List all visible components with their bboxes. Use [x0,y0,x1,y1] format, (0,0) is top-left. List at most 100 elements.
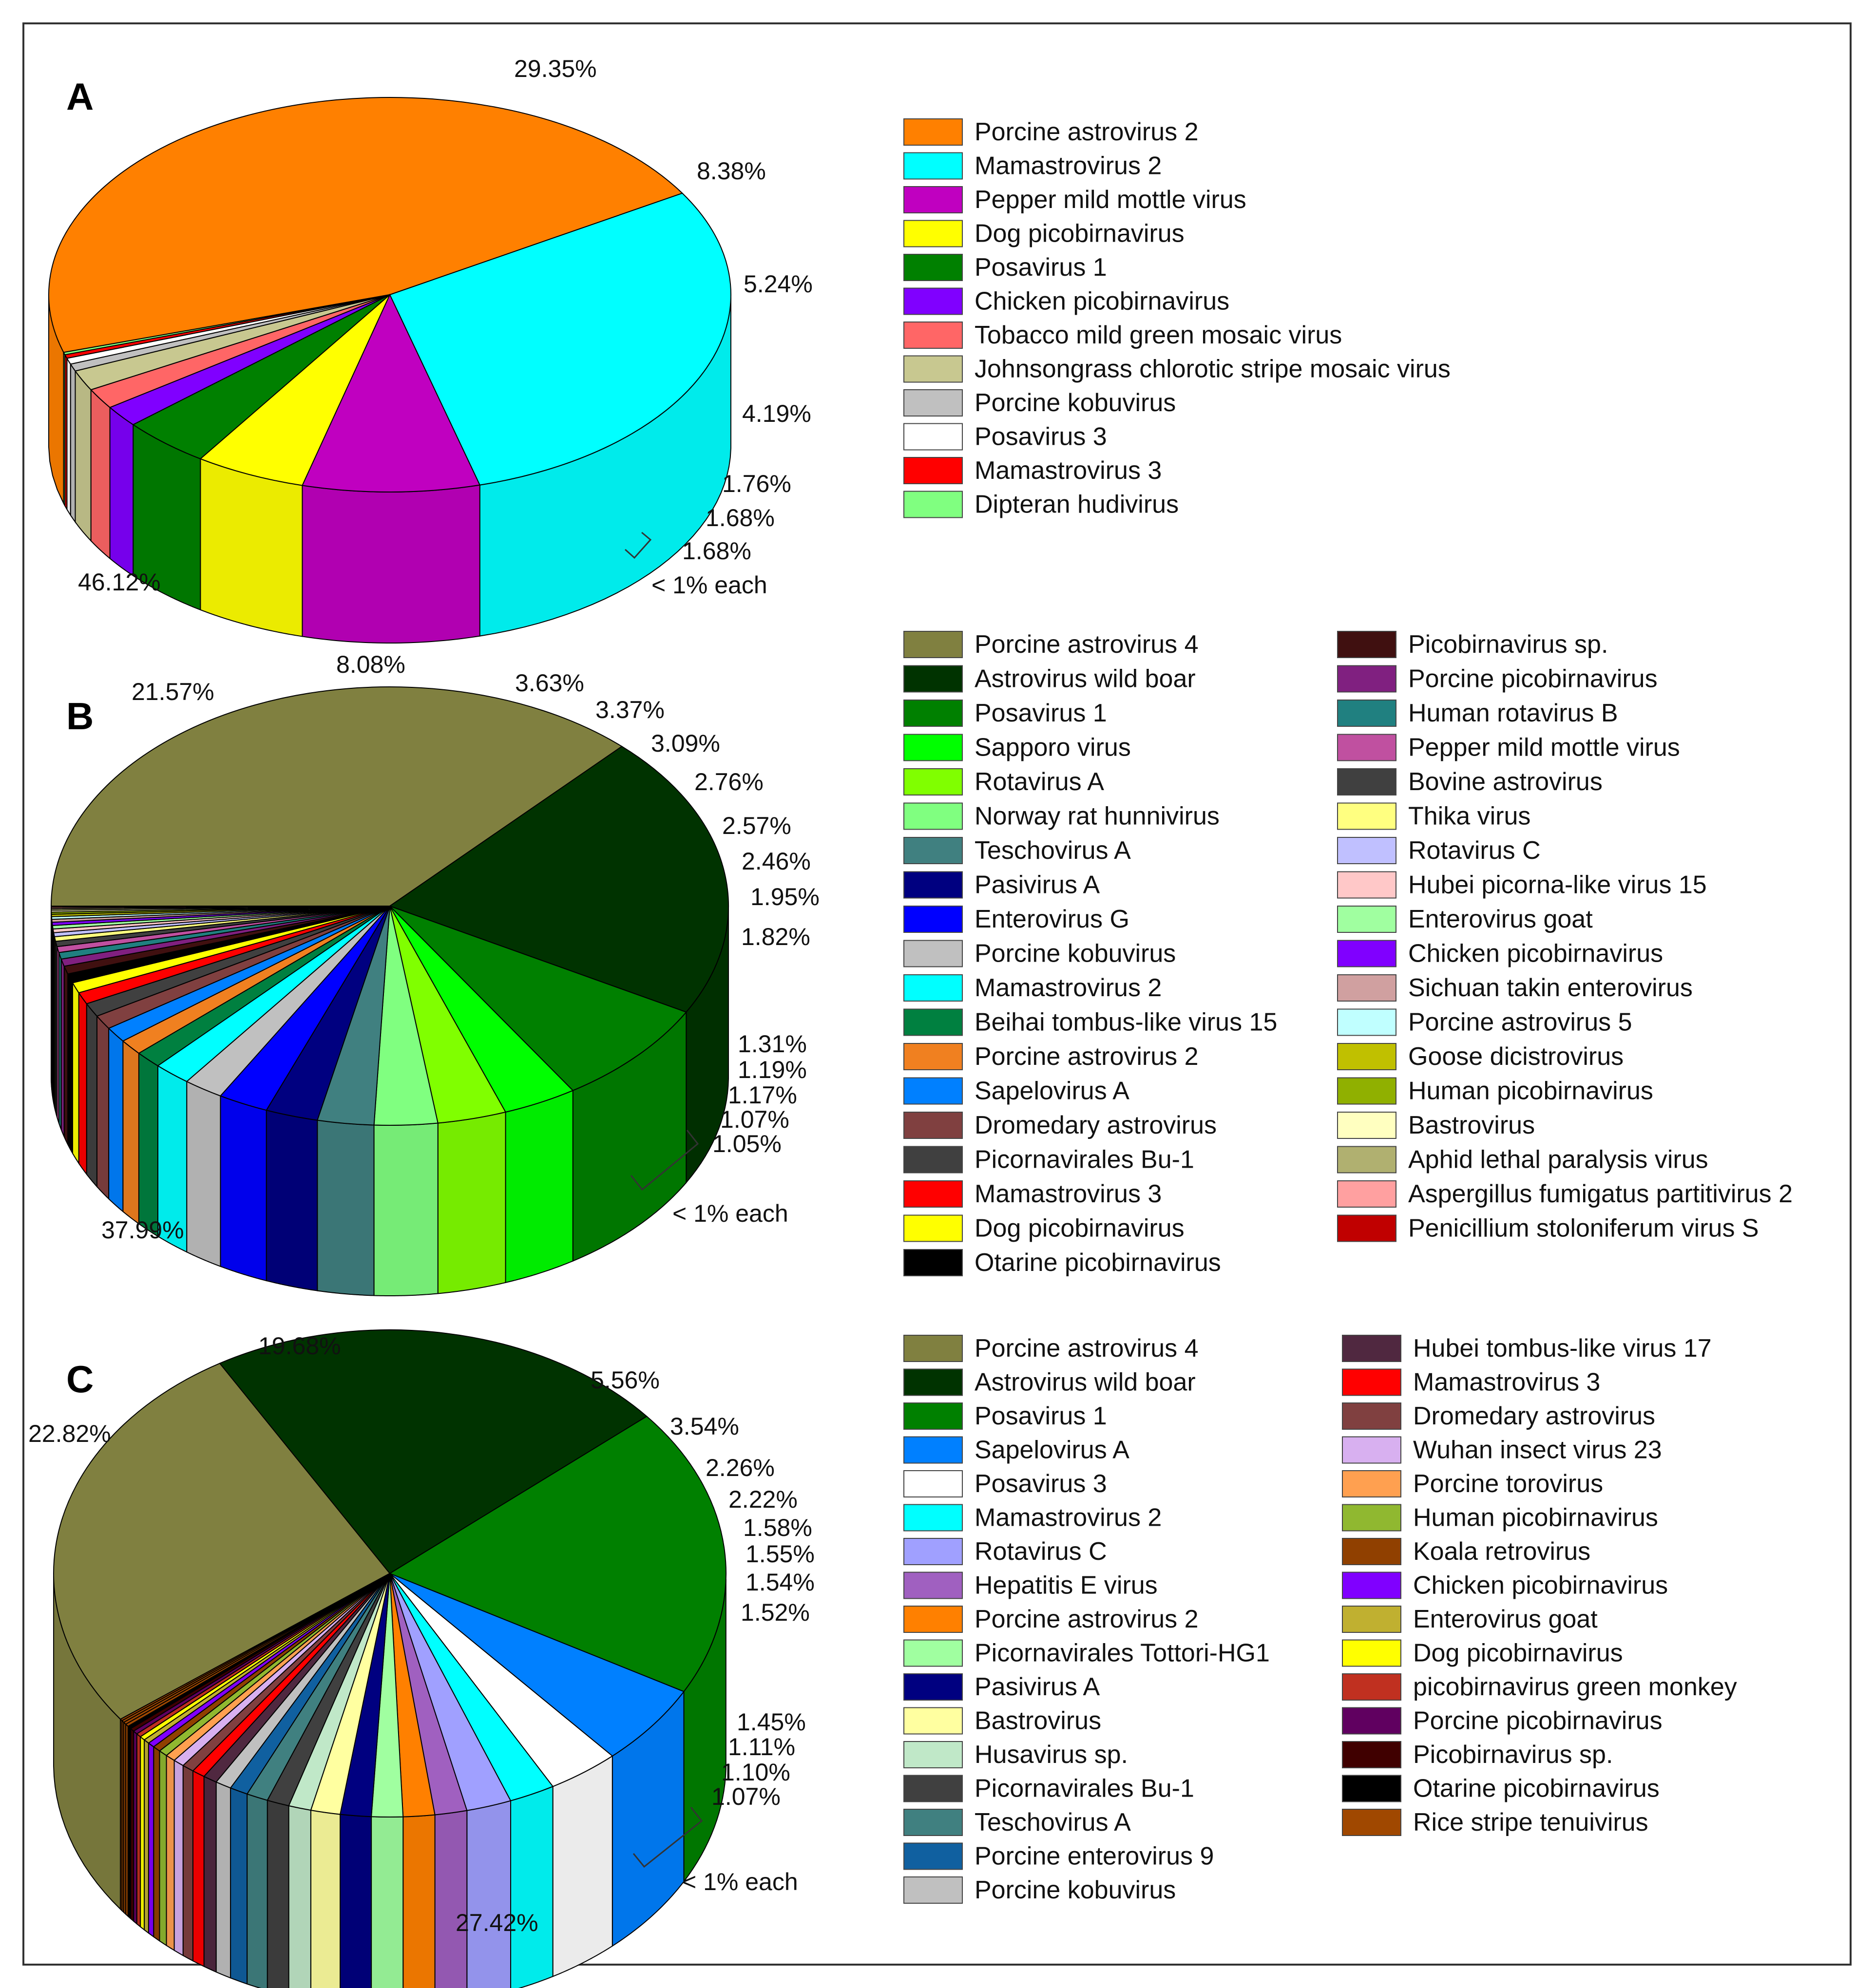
legend-b: Porcine astrovirus 4 Astrovirus wild boar… [903,630,1793,1277]
pie-side-c-7 [434,1810,468,1988]
pie-side-c-27 [136,1733,141,1928]
legend-swatch-b-3 [903,734,963,761]
legend-label-b-5: Norway rat hunnivirus [975,802,1220,831]
pie-side-c-6 [466,1800,512,1988]
pie-slice-b-2 [389,906,687,1091]
legend-label-c-1: Astrovirus wild boar [975,1368,1196,1397]
legend-swatch-c-26 [1342,1639,1401,1667]
pct-label-b-15: 1.05% [712,1130,782,1157]
pie-slice-a-11 [63,294,390,356]
pie-side-c-10 [340,1814,372,1988]
legend-swatch-b-16 [903,1180,963,1208]
pie-side-b-15 [86,1002,97,1188]
legend-swatch-c-1 [903,1368,963,1396]
small-bracket-c [632,1807,703,1868]
legend-swatch-a-4 [903,254,963,281]
pie-a-labels: 46.12% 29.35% 8.38% 5.24% 4.19% 1.76% 1.… [78,55,813,599]
legend-label-b-35: Aspergillus fumigatus partitivirus 2 [1408,1180,1793,1208]
pct-label-c-9: 1.54% [746,1569,815,1596]
pct-label-a-7: 1.68% [682,537,751,565]
legend-label-b-16: Mamastrovirus 3 [975,1180,1162,1208]
legend-swatch-c-27 [1342,1673,1401,1701]
legend-label-c-7: Hepatitis E virus [975,1571,1158,1600]
legend-label-c-10: Pasivirus A [975,1673,1100,1701]
pie-side-b-8 [220,1095,267,1282]
pie-side-c-9 [371,1816,404,1988]
legend-label-c-30: Otarine picobirnavirus [1413,1775,1660,1803]
pie-a-top [48,96,731,492]
pie-side-a-8 [70,362,76,524]
panel-letter-b: B [66,695,94,738]
pie-side-c-26 [140,1736,145,1931]
legend-swatch-b-32 [1337,1077,1396,1105]
pie-side-c-8 [402,1814,436,1988]
legend-label-a-0: Porcine astrovirus 2 [975,118,1199,146]
panel-letter-c: C [66,1358,94,1401]
legend-label-b-36: Penicillium stoloniferum virus S [1408,1214,1759,1243]
legend-label-b-10: Mamastrovirus 2 [975,974,1162,1002]
legend-swatch-c-25 [1342,1606,1401,1633]
pct-label-c-5: 2.26% [706,1454,775,1481]
legend-label-a-9: Posavirus 3 [975,423,1107,451]
pct-label-a-6: 1.68% [706,504,775,531]
pct-label-b-3: 3.63% [515,669,584,697]
legend-swatch-b-29 [1337,974,1396,1002]
legend-swatch-b-10 [903,974,963,1002]
pie-a-side [48,296,731,644]
legend-swatch-b-11 [903,1008,963,1036]
pie-side-c-15 [230,1787,248,1985]
legend-label-c-9: Picornavirales Tottori-HG1 [975,1639,1270,1667]
pie-side-a-9 [66,356,71,517]
pie-side-b-6 [317,1119,375,1296]
pct-label-b-10: 1.82% [741,923,810,950]
legend-label-b-34: Aphid lethal paralysis virus [1408,1146,1708,1174]
pct-label-b-9: 1.95% [750,883,820,910]
legend-label-a-8: Porcine kobuvirus [975,389,1176,417]
legend-swatch-c-16 [903,1876,963,1904]
pie-side-b-3 [505,1090,574,1284]
legend-swatch-c-21 [1342,1470,1401,1497]
legend-swatch-c-22 [1342,1504,1401,1532]
pie-side-b-13 [108,1027,124,1213]
legend-label-b-15: Picornavirales Bu-1 [975,1146,1194,1174]
legend-swatch-b-6 [903,837,963,864]
legend-swatch-b-14 [903,1112,963,1139]
legend-label-c-5: Mamastrovirus 2 [975,1504,1162,1532]
legend-swatch-a-7 [903,355,963,383]
legend-label-b-13: Sapelovirus A [975,1077,1129,1105]
pie-side-a-5 [109,406,134,577]
pct-label-a-4: 4.19% [742,400,811,427]
pct-label-a-5: 1.76% [722,470,791,497]
legend-label-b-26: Hubei picorna-like virus 15 [1408,871,1707,899]
legend-label-c-24: Chicken picobirnavirus [1413,1571,1668,1600]
pct-label-b-12: 1.19% [738,1056,807,1083]
legend-swatch-c-0 [903,1335,963,1362]
pct-label-b-11: 1.31% [738,1030,807,1058]
legend-label-b-32: Human picobirnavirus [1408,1077,1653,1105]
pct-label-b-14: 1.07% [720,1106,789,1133]
pie-side-c-19 [182,1764,193,1962]
legend-swatch-b-31 [1337,1043,1396,1070]
pie-side-b-9 [186,1080,221,1268]
small-note-c: < 1% each [682,1868,798,1895]
legend-swatch-b-17 [903,1214,963,1242]
legend-swatch-c-12 [903,1741,963,1768]
legend-label-c-8: Porcine astrovirus 2 [975,1605,1199,1633]
legend-label-c-18: Mamastrovirus 3 [1413,1368,1600,1397]
legend-swatch-b-12 [903,1043,963,1070]
pie-slice-b-1 [388,746,729,1013]
legend-label-b-20: Porcine picobirnavirus [1408,665,1658,693]
legend-label-b-25: Rotavirus C [1408,836,1541,865]
legend-c: Porcine astrovirus 4 Astrovirus wild boar… [903,1334,1737,1904]
legend-label-c-16: Porcine kobuvirus [975,1876,1176,1904]
legend-label-c-6: Rotavirus C [975,1537,1107,1566]
legend-label-b-28: Chicken picobirnavirus [1408,940,1663,968]
legend-swatch-b-15 [903,1146,963,1174]
legend-label-b-27: Enterovirus goat [1408,905,1593,933]
legend-label-b-11: Beihai tombus-like virus 15 [975,1008,1277,1037]
legend-label-b-9: Porcine kobuvirus [975,940,1176,968]
legend-label-c-13: Picornavirales Bu-1 [975,1775,1194,1803]
pct-label-c-0: 27.42% [456,1909,538,1936]
legend-swatch-b-21 [1337,700,1396,727]
pie-side-a-6 [90,388,111,560]
